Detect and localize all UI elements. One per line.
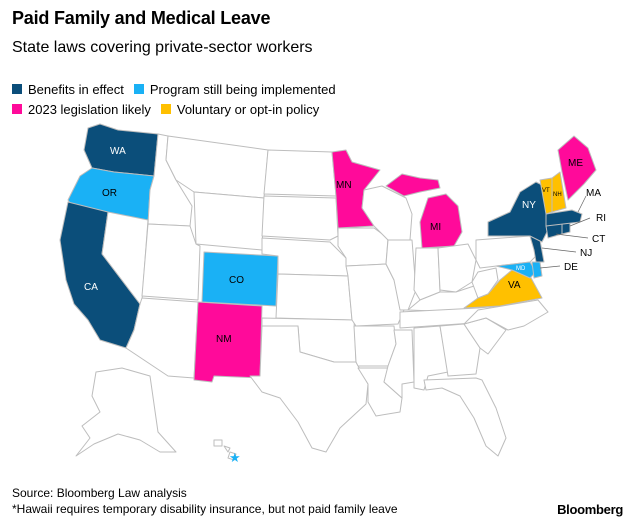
leader-ri (569, 217, 591, 227)
state-ak (75, 367, 177, 457)
state-ga (439, 323, 481, 377)
state-ma (545, 209, 583, 227)
source-note: Source: Bloomberg Law analysis (12, 486, 187, 500)
state-md (495, 261, 537, 279)
label-or: OR (102, 188, 117, 199)
state-ms (383, 329, 415, 399)
state-nc (463, 299, 549, 331)
legend-label-likely: 2023 legislation likely (28, 101, 151, 117)
legend-swatch-benefits (12, 84, 22, 94)
legend-item-voluntary: Voluntary or opt-in policy (160, 101, 320, 117)
state-nh (551, 171, 567, 213)
state-de (531, 261, 543, 279)
label-md: MD (516, 266, 526, 272)
label-ca: CA (84, 282, 98, 293)
legend-label-benefits: Benefits in effect (28, 81, 124, 97)
state-ny (487, 181, 549, 243)
legend-swatch-likely (12, 104, 22, 114)
state-tx (249, 325, 369, 453)
state-mi-up (385, 173, 441, 197)
chart-title: Paid Family and Medical Leave (12, 8, 271, 28)
legend-item-benefits: Benefits in effect (12, 82, 124, 97)
state-mi (419, 193, 463, 249)
state-wy (193, 191, 265, 251)
legend-swatch-implementing (133, 84, 144, 94)
state-nd (263, 149, 337, 197)
state-nm (193, 301, 263, 383)
label-mi: MI (430, 222, 441, 233)
legend-row-2: 2023 legislation likely Voluntary or opt… (12, 100, 346, 118)
state-sd (261, 195, 339, 241)
leader-ct (555, 233, 589, 239)
state-oh (437, 243, 477, 293)
state-me (557, 135, 597, 201)
legend-row-1: Benefits in effect Program still being i… (12, 80, 346, 98)
leader-de (539, 265, 561, 269)
bloomberg-logo: Bloomberg (557, 502, 623, 517)
legend-label-voluntary: Voluntary or opt-in policy (176, 101, 320, 117)
chart-subtitle: State laws covering private-sector worke… (12, 39, 313, 56)
legend-swatch-voluntary (160, 104, 171, 114)
label-va: VA (508, 280, 521, 291)
label-mn: MN (336, 180, 352, 191)
label-ri: RI (596, 213, 606, 224)
state-hi (213, 439, 237, 461)
leader-ma (577, 195, 587, 213)
label-ct: CT (592, 234, 605, 245)
label-de: DE (564, 262, 578, 273)
legend-item-likely: 2023 legislation likely (12, 102, 151, 117)
label-wa: WA (110, 146, 126, 157)
label-me: ME (568, 158, 583, 169)
state-ut (141, 223, 201, 301)
state-ks (275, 273, 353, 321)
legend: Benefits in effect Program still being i… (12, 80, 346, 120)
legend-label-implementing: Program still being implemented (149, 81, 336, 97)
state-il (385, 239, 417, 311)
label-nj: NJ (580, 248, 592, 259)
state-ia (337, 227, 389, 267)
hawaii-star-icon: ★ (229, 451, 241, 466)
label-vt: VT (542, 188, 550, 194)
label-ma: MA (586, 188, 601, 199)
label-co: CO (229, 275, 244, 286)
state-fl (423, 377, 507, 457)
label-nh: NH (553, 192, 562, 198)
legend-item-implementing: Program still being implemented (133, 81, 336, 97)
state-co (201, 251, 279, 307)
label-ny: NY (522, 200, 536, 211)
leader-nj (541, 247, 577, 253)
footnote: *Hawaii requires temporary disability in… (12, 502, 398, 516)
label-nm: NM (216, 334, 232, 345)
state-in (413, 247, 441, 301)
